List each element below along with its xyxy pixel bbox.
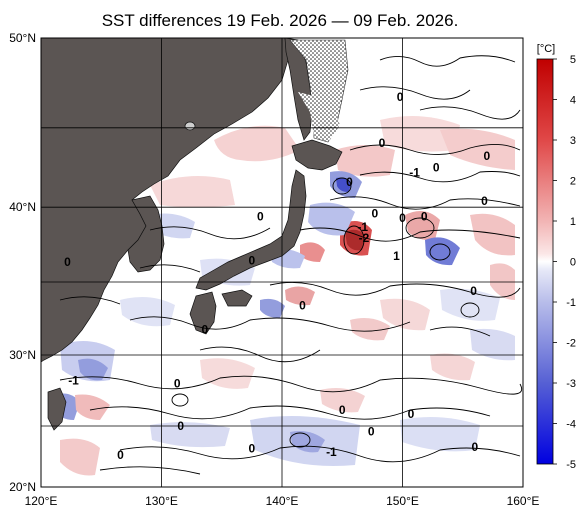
lat-label-50: 50°N (9, 31, 36, 45)
chart-title: SST differences 19 Feb. 2026 — 09 Feb. 2… (102, 11, 459, 30)
colorbar-tick-label: 5 (570, 54, 576, 66)
contour-label: 0 (471, 440, 478, 454)
contour-label: 0 (470, 284, 477, 298)
lon-label-140: 140°E (266, 494, 299, 508)
colorbar: [°C] 5 4 3 2 1 0 -1 -2 -3 -4 -5 (536, 43, 576, 471)
contour-label: -1 (409, 165, 420, 179)
contour-label: 0 (346, 175, 353, 189)
contour-label: 0 (421, 209, 428, 223)
contour-label: 0 (249, 441, 256, 455)
latitude-labels: 50°N 40°N 30°N 20°N (9, 31, 36, 494)
lon-label-160: 160°E (507, 494, 540, 508)
contour-lines (59, 55, 523, 475)
lon-label-130: 130°E (145, 494, 178, 508)
colorbar-gradient (536, 58, 554, 465)
contour-label: 0 (433, 160, 440, 174)
colorbar-tick-label: 4 (570, 95, 576, 107)
lon-label-120: 120°E (25, 494, 58, 508)
colorbar-tick-label: 0 (570, 257, 576, 269)
colorbar-tick-label: -5 (566, 459, 576, 471)
contour-label: 1 (393, 249, 400, 263)
contour-label: 0 (408, 407, 415, 421)
colorbar-tick-label: -3 (566, 378, 576, 390)
contour-label: 0 (249, 253, 256, 267)
contour-label: 0 (371, 206, 378, 220)
contour-label: -1 (68, 374, 79, 388)
contour-label: 0 (299, 299, 306, 313)
contour-label: -2 (359, 231, 370, 245)
colorbar-tick-label: -4 (566, 419, 576, 431)
contour-label: 0 (64, 255, 71, 269)
contour-label: 0 (397, 90, 404, 104)
colorbar-tick-label: -2 (566, 338, 576, 350)
contour-label: 0 (174, 376, 181, 390)
lat-label-40: 40°N (9, 200, 36, 214)
contour-label: 0 (339, 403, 346, 417)
colorbar-tick-label: 1 (570, 216, 576, 228)
contour-label: 0 (117, 448, 124, 462)
longitude-labels: 120°E 130°E 140°E 150°E 160°E (25, 494, 540, 508)
contour-label: 0 (257, 209, 264, 223)
contour-label: 0 (481, 194, 488, 208)
map-frame (40, 37, 524, 488)
contour-label: -1 (326, 445, 337, 459)
contour-label: 0 (202, 323, 209, 337)
colorbar-tick-label: 3 (570, 135, 576, 147)
contour-label: 0 (368, 424, 375, 438)
colorbar-ticks: 5 4 3 2 1 0 -1 -2 -3 -4 -5 (553, 54, 576, 471)
colorbar-unit: [°C] (537, 43, 555, 55)
contour-label: 0 (484, 149, 491, 163)
lat-label-20: 20°N (9, 480, 36, 494)
colorbar-tick-label: -1 (566, 297, 576, 309)
contour-label: 0 (379, 136, 386, 150)
lon-label-150: 150°E (386, 494, 419, 508)
lat-label-30: 30°N (9, 348, 36, 362)
contour-label: -1 (357, 220, 368, 234)
grid-lines (41, 38, 523, 487)
colorbar-tick-label: 2 (570, 176, 576, 188)
land-masses (41, 38, 343, 431)
